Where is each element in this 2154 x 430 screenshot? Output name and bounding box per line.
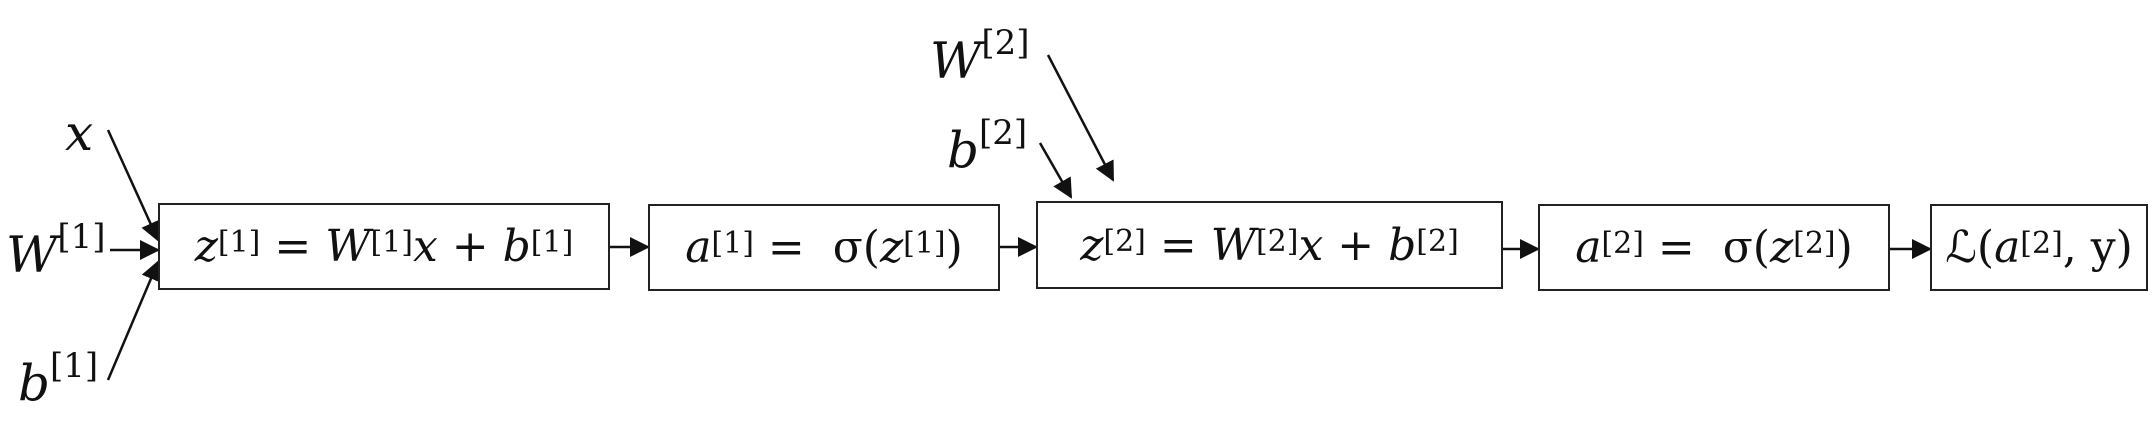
input-W1: W[1] xyxy=(6,217,106,284)
edge-x-to-z1 xyxy=(106,129,160,242)
input-x: x xyxy=(65,104,94,162)
node-loss: ℒ(a [2], y) xyxy=(1930,204,2148,291)
input-b1: b[1] xyxy=(18,346,99,413)
edge-b2-to-z2 xyxy=(1038,142,1073,199)
node-a2: a [2] = σ(z [2]) xyxy=(1538,204,1890,291)
node-z2: z [2] = W [2] x + b [2] xyxy=(1036,201,1503,289)
node-z1: z [1] = W [1] x + b [1] xyxy=(158,203,610,290)
edge-W2-to-z2 xyxy=(1046,54,1115,182)
input-W2: W[2] xyxy=(930,23,1030,90)
edge-b1-to-z1 xyxy=(106,260,161,381)
node-a1: a [1] = σ(z [1]) xyxy=(648,204,1000,291)
input-b2: b[2] xyxy=(947,113,1028,180)
